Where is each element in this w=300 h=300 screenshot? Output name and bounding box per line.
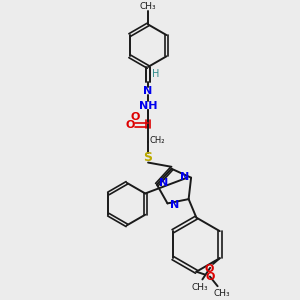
Text: CH₃: CH₃ (140, 2, 156, 10)
Text: CH₃: CH₃ (191, 283, 208, 292)
Text: O: O (125, 120, 134, 130)
Text: H: H (152, 69, 160, 79)
Text: N: N (159, 178, 168, 188)
Text: S: S (144, 151, 153, 164)
Text: N: N (169, 200, 179, 210)
Text: NH: NH (139, 100, 157, 111)
Text: CH₃: CH₃ (213, 290, 230, 298)
Text: O: O (205, 264, 214, 274)
Text: O: O (205, 272, 214, 281)
Text: N: N (180, 172, 189, 182)
Text: O: O (131, 112, 140, 122)
Text: CH₂: CH₂ (150, 136, 166, 145)
Text: N: N (143, 86, 153, 96)
